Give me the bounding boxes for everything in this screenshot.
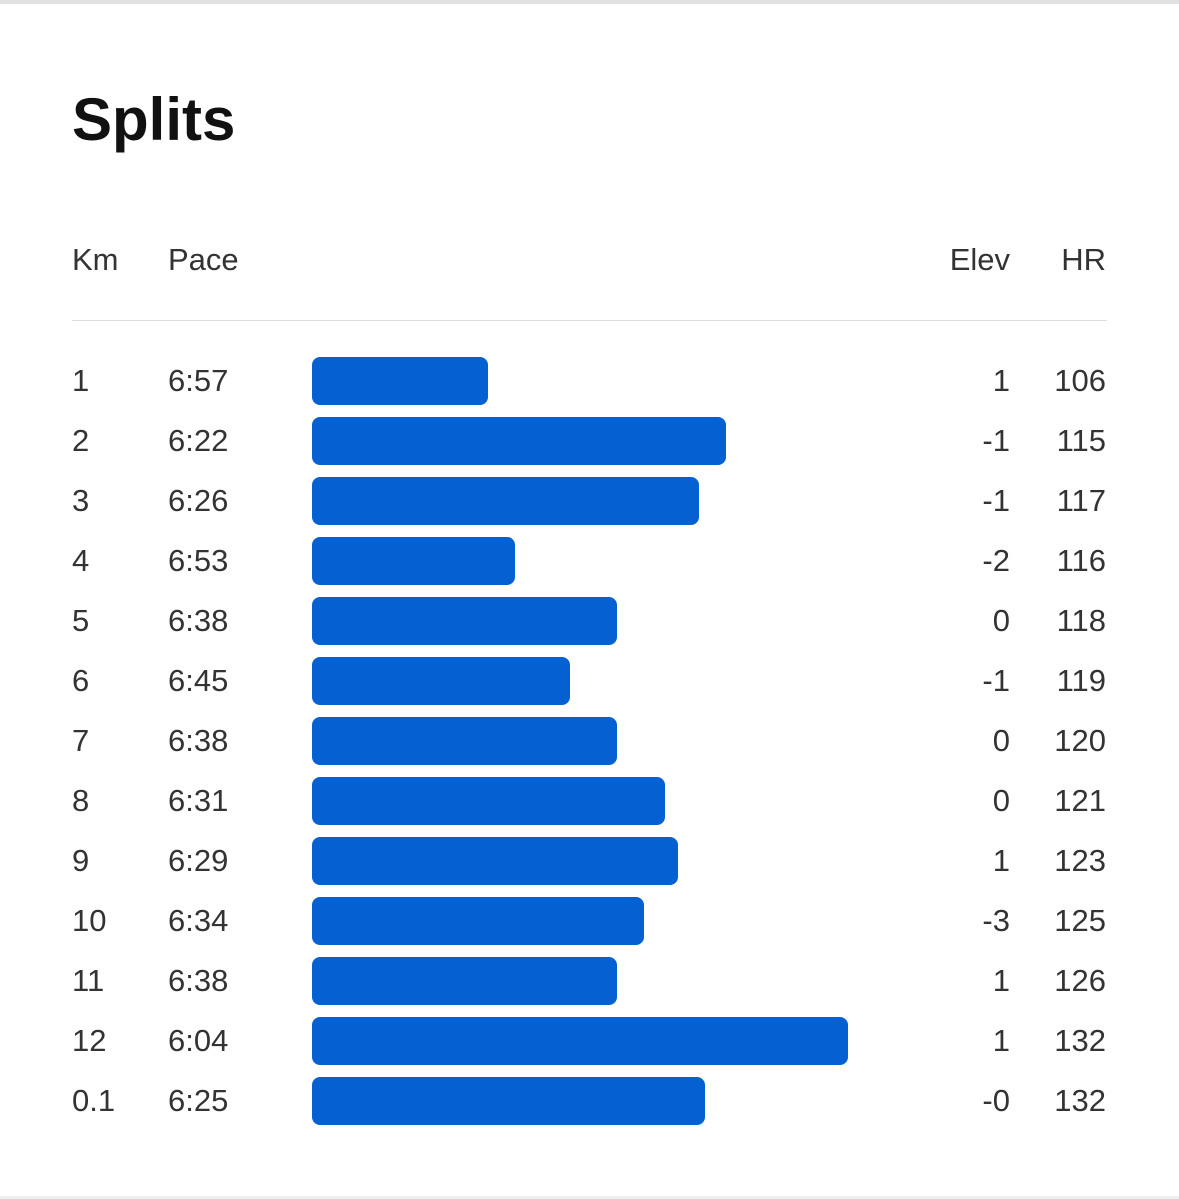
elev: -2 <box>982 543 1010 578</box>
hr: 132 <box>1054 1083 1106 1118</box>
pace-bar <box>312 957 618 1005</box>
pace: 6:53 <box>168 543 229 578</box>
pace-bar <box>312 477 699 525</box>
bottom-border <box>0 1196 1179 1199</box>
pace: 6:45 <box>168 663 229 698</box>
hr: 118 <box>1056 603 1106 638</box>
elev: 1 <box>992 843 1010 878</box>
pace: 6:57 <box>168 363 229 398</box>
km: 2 <box>72 423 90 458</box>
km: 0.1 <box>72 1083 116 1118</box>
km: 12 <box>72 1023 107 1058</box>
hr: 120 <box>1054 723 1106 758</box>
km: 9 <box>72 843 90 878</box>
column-header: Km <box>72 242 119 277</box>
hr: 117 <box>1056 483 1106 518</box>
hr: 121 <box>1054 783 1106 818</box>
elev: 1 <box>992 963 1010 998</box>
elev: 1 <box>992 363 1010 398</box>
pace: 6:38 <box>168 963 229 998</box>
column-header: Pace <box>168 242 239 277</box>
pace-bar <box>312 537 516 585</box>
elev: 0 <box>992 723 1010 758</box>
pace: 6:04 <box>168 1023 229 1058</box>
pace: 6:26 <box>168 483 229 518</box>
km: 1 <box>72 363 90 398</box>
pace-bar <box>312 657 570 705</box>
pace: 6:25 <box>168 1083 229 1118</box>
km: 11 <box>72 963 105 998</box>
km: 5 <box>72 603 90 638</box>
separator <box>72 320 1107 321</box>
column-header: Elev <box>949 242 1010 277</box>
km: 4 <box>72 543 90 578</box>
hr: 115 <box>1056 423 1106 458</box>
column-header: HR <box>1061 242 1106 277</box>
pace-bar <box>312 417 726 465</box>
title: Splits <box>72 86 236 153</box>
elev: 0 <box>992 603 1010 638</box>
km: 8 <box>72 783 90 818</box>
pace-bar <box>312 1077 706 1125</box>
pace: 6:38 <box>168 603 229 638</box>
pace-bar <box>312 837 679 885</box>
pace: 6:22 <box>168 423 229 458</box>
pace-bar <box>312 357 488 405</box>
hr: 132 <box>1054 1023 1106 1058</box>
pace-bar <box>312 717 618 765</box>
pace: 6:31 <box>168 783 229 818</box>
km: 6 <box>72 663 90 698</box>
pace: 6:38 <box>168 723 229 758</box>
elev: 1 <box>992 1023 1010 1058</box>
pace: 6:34 <box>168 903 229 938</box>
hr: 116 <box>1056 543 1106 578</box>
km: 7 <box>72 723 90 758</box>
elev: -1 <box>982 483 1010 518</box>
hr: 119 <box>1056 663 1106 698</box>
km: 10 <box>72 903 107 938</box>
hr: 126 <box>1054 963 1106 998</box>
elev: -1 <box>982 423 1010 458</box>
pace-bar <box>312 1017 848 1065</box>
top-border <box>0 0 1179 4</box>
elev: -1 <box>982 663 1010 698</box>
pace: 6:29 <box>168 843 229 878</box>
hr: 106 <box>1054 363 1106 398</box>
elev: 0 <box>992 783 1010 818</box>
pace-bar <box>312 897 645 945</box>
pace-bar <box>312 597 618 645</box>
elev: -3 <box>982 903 1010 938</box>
elev: -0 <box>982 1083 1010 1118</box>
pace-bar <box>312 777 665 825</box>
hr: 125 <box>1054 903 1106 938</box>
km: 3 <box>72 483 90 518</box>
hr: 123 <box>1054 843 1106 878</box>
